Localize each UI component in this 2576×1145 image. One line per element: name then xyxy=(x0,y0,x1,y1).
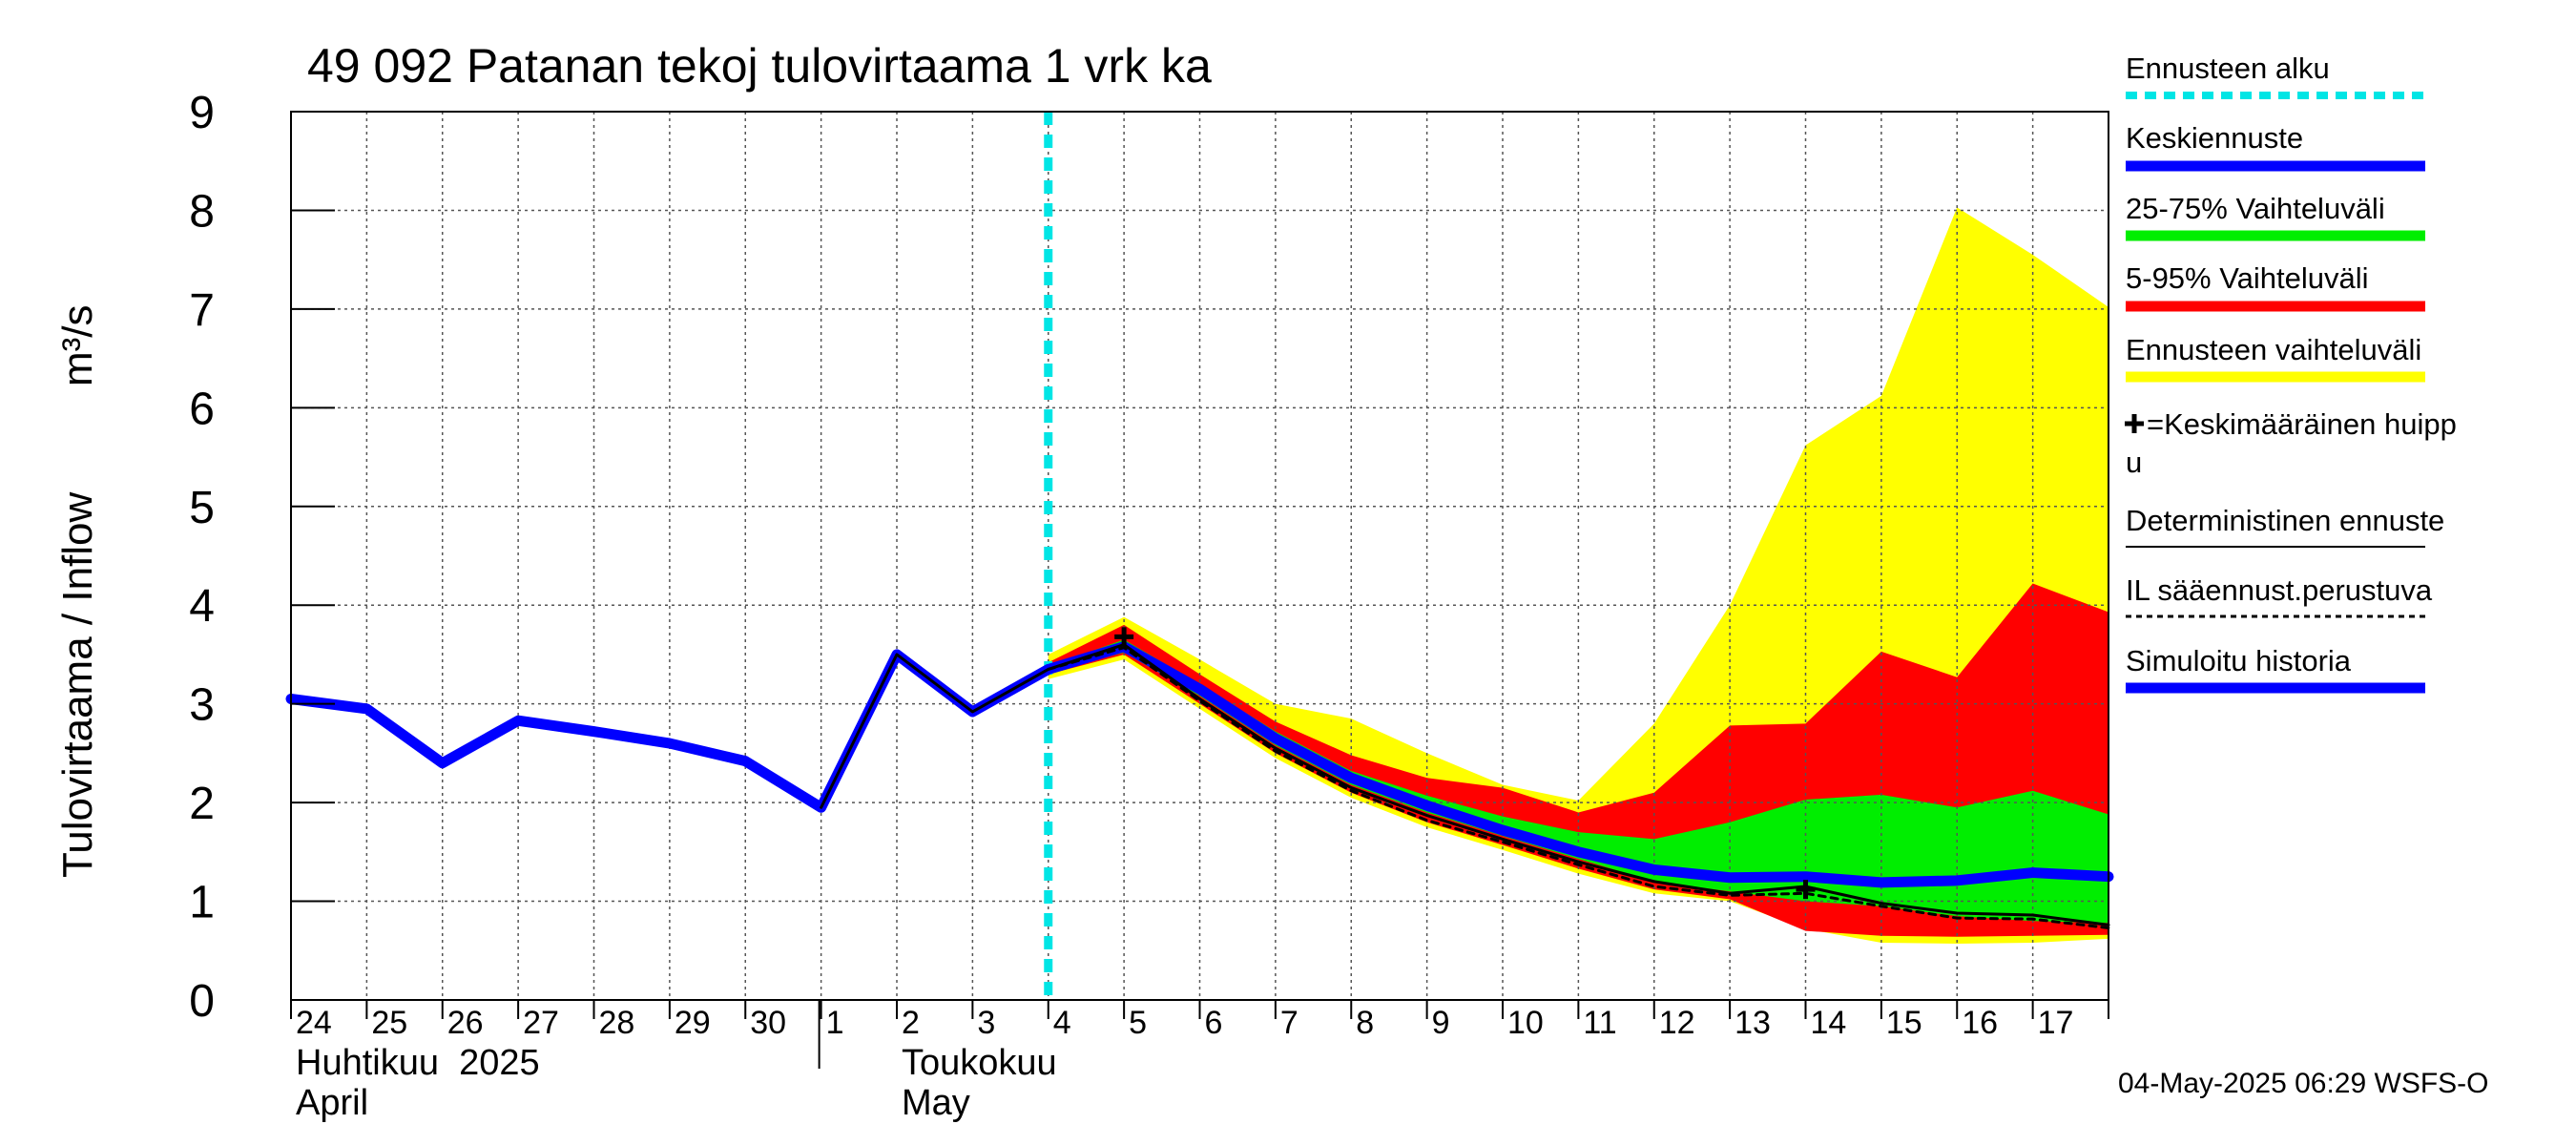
x-tick-label: 5 xyxy=(1129,1005,1147,1041)
legend-item: Ennusteen vaihteluväli xyxy=(2126,333,2425,383)
peak-marker xyxy=(1114,627,1134,647)
month-label-en: April xyxy=(296,1083,368,1123)
x-tick-label: 10 xyxy=(1507,1005,1544,1041)
x-tick-label: 17 xyxy=(2038,1005,2074,1041)
legend-item: IL sääennust.perustuva xyxy=(2126,573,2433,618)
month-label: Toukokuu xyxy=(902,1043,1057,1083)
legend-label: Simuloitu historia xyxy=(2126,644,2352,677)
y-tick-label: 5 xyxy=(189,483,215,533)
legend-label: IL sääennust.perustuva xyxy=(2126,573,2433,607)
month-label: Huhtikuu 2025 xyxy=(296,1043,540,1083)
x-tick-label: 15 xyxy=(1886,1005,1922,1041)
y-axis-unit: m³/s xyxy=(54,304,101,386)
legend-label: Keskiennuste xyxy=(2126,121,2303,155)
legend-item: Simuloitu historia xyxy=(2126,644,2425,694)
y-tick-label: 9 xyxy=(189,88,215,138)
x-tick-label: 4 xyxy=(1053,1005,1071,1041)
x-tick-label: 16 xyxy=(1962,1005,1998,1041)
y-tick-label: 3 xyxy=(189,680,215,731)
x-tick-label: 12 xyxy=(1659,1005,1695,1041)
month-label-en: May xyxy=(902,1083,970,1123)
x-tick-label: 29 xyxy=(675,1005,711,1041)
band-25-75-vaihteluv-li xyxy=(1048,639,2109,924)
peak-marker xyxy=(1796,880,1816,900)
x-tick-label: 27 xyxy=(523,1005,559,1041)
legend-item: 5-95% Vaihteluväli xyxy=(2126,261,2425,312)
legend-label: =Keskimääräinen huipp xyxy=(2147,407,2457,441)
x-tick-label: 13 xyxy=(1735,1005,1771,1041)
x-tick-label: 6 xyxy=(1205,1005,1223,1041)
legend-label: 5-95% Vaihteluväli xyxy=(2126,261,2368,295)
legend-item: Ennusteen alku xyxy=(2126,52,2425,99)
x-tick-label: 1 xyxy=(826,1005,844,1041)
series-lines xyxy=(285,112,2114,1000)
series-line-deterministinen-ennuste xyxy=(820,643,2110,926)
x-tick-label: 11 xyxy=(1583,1005,1616,1041)
series-line-simuloitu-historia xyxy=(285,649,1054,813)
x-tick-label: 2 xyxy=(902,1005,920,1041)
legend-label-cont: u xyxy=(2126,446,2142,479)
legend-label: Ennusteen vaihteluväli xyxy=(2126,333,2421,366)
y-tick-label: 8 xyxy=(189,186,215,237)
y-tick-label: 6 xyxy=(189,384,215,434)
y-tick-label: 1 xyxy=(189,878,215,928)
x-tick-label: 3 xyxy=(977,1005,995,1041)
legend-label: 25-75% Vaihteluväli xyxy=(2126,192,2385,225)
x-tick-label: 14 xyxy=(1811,1005,1847,1041)
y-tick-label: 4 xyxy=(189,581,215,632)
x-tick-label: 7 xyxy=(1280,1005,1298,1041)
legend-item: Keskiennuste xyxy=(2126,121,2425,172)
timestamp: 04-May-2025 06:29 WSFS-O xyxy=(2118,1068,2489,1099)
x-tick-label: 25 xyxy=(371,1005,407,1041)
legend-item: 25-75% Vaihteluväli xyxy=(2126,192,2425,241)
legend: Ennusteen alku Keskiennuste 25-75% Vaihtel… xyxy=(2125,52,2457,694)
x-tick-label: 28 xyxy=(599,1005,635,1041)
y-axis-label: Tulovirtaama / Inflow xyxy=(54,491,101,878)
x-tick-label: 30 xyxy=(750,1005,786,1041)
x-tick-label: 26 xyxy=(447,1005,484,1041)
legend-item: Deterministinen ennuste xyxy=(2126,504,2444,548)
y-tick-label: 2 xyxy=(189,779,215,829)
x-tick-label: 24 xyxy=(296,1005,332,1041)
legend-label: Deterministinen ennuste xyxy=(2126,504,2444,537)
x-tick-label: 8 xyxy=(1356,1005,1374,1041)
x-tick-label: 9 xyxy=(1432,1005,1450,1041)
y-tick-label: 7 xyxy=(189,285,215,336)
legend-label: Ennusteen alku xyxy=(2126,52,2330,85)
chart-title: 49 092 Patanan tekoj tulovirtaama 1 vrk … xyxy=(307,39,1212,93)
y-tick-label: 0 xyxy=(189,976,215,1027)
